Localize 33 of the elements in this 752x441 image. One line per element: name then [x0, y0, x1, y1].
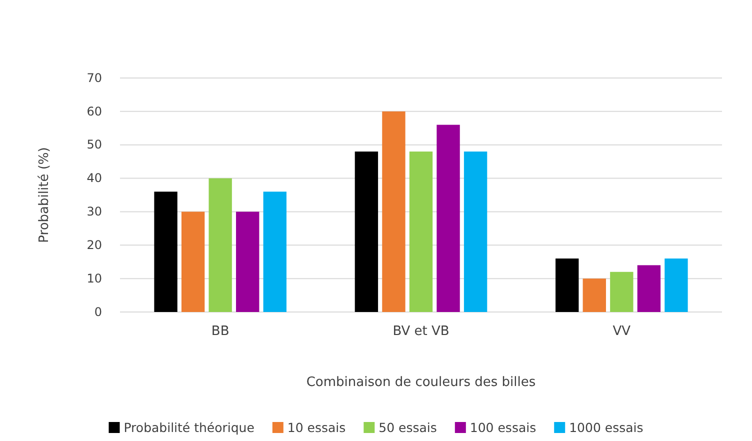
y-tick-label: 30	[86, 204, 102, 219]
legend-label: 100 essais	[470, 420, 536, 435]
y-tick-label: 40	[86, 171, 102, 186]
bar	[409, 152, 433, 312]
bar	[610, 272, 634, 312]
bar	[208, 178, 232, 312]
x-axis-title: Combinaison de couleurs des billes	[306, 375, 536, 390]
y-tick-label: 70	[86, 70, 102, 85]
bar	[382, 111, 406, 312]
legend-label: 50 essais	[378, 420, 437, 435]
legend-label: Probabilité théorique	[124, 420, 255, 435]
legend-label: 10 essais	[287, 420, 346, 435]
y-tick-label: 50	[86, 138, 102, 152]
y-tick-label: 0	[94, 304, 102, 319]
bar	[236, 212, 260, 312]
bar	[181, 212, 205, 312]
y-tick-label: 20	[86, 238, 102, 252]
y-axis-title: Probabilité (%)	[37, 147, 52, 243]
bar	[354, 152, 378, 312]
x-tick-label: BB	[211, 324, 230, 340]
legend-label: 1000 essais	[569, 420, 644, 435]
x-tick-label: BV et VB	[392, 324, 450, 340]
bar	[637, 265, 661, 312]
bar	[464, 152, 488, 312]
bar	[556, 258, 579, 312]
bar	[582, 278, 606, 312]
bar	[436, 124, 460, 312]
x-tick-label: VV	[612, 324, 631, 340]
y-tick-label: 10	[86, 271, 102, 286]
bar	[263, 192, 286, 312]
y-tick-label: 60	[86, 104, 102, 118]
bar	[154, 192, 178, 312]
bar	[664, 258, 688, 312]
